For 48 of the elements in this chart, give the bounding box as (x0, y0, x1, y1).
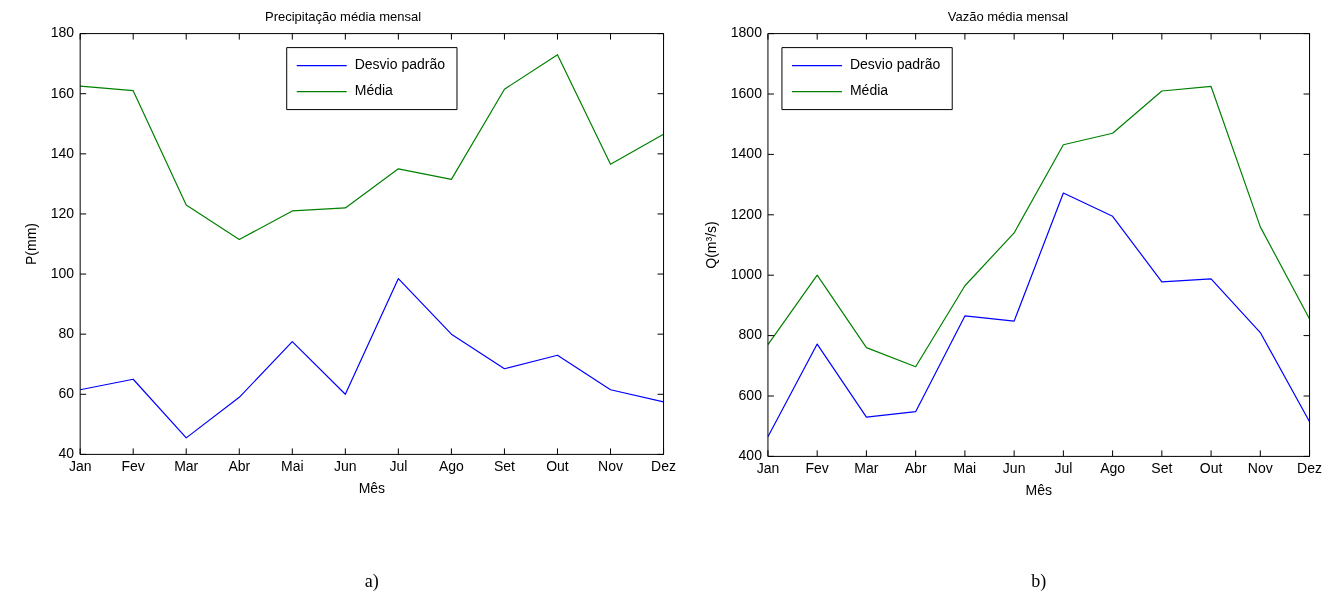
x-tick-label: Nov (598, 457, 623, 474)
x-tick-label: Set (1151, 459, 1173, 476)
x-tick-label: Out (546, 457, 569, 474)
x-tick-label: Nov (1247, 459, 1273, 476)
x-tick-label: Jul (1054, 459, 1073, 476)
x-tick-label: Ago (1100, 459, 1126, 476)
legend-label: Desvio padrão (354, 56, 446, 73)
y-tick-label: 1000 (730, 266, 763, 283)
text: b) (1031, 570, 1047, 592)
legend-label: Média (849, 82, 889, 99)
legend-label: Desvio padrão (849, 56, 941, 73)
x-tick-label: Out (1199, 459, 1223, 476)
legend-label: Média (354, 82, 394, 99)
x-tick-label: Dez (1297, 459, 1322, 476)
y-tick-label: 80 (58, 325, 75, 342)
x-tick-label: Mai (281, 457, 304, 474)
x-tick-label: Jul (389, 457, 408, 474)
y-tick-label: 180 (50, 24, 75, 41)
x-tick-label: Fev (121, 457, 145, 474)
y-axis-title: P(mm) (23, 223, 40, 265)
x-tick-label: Fev (805, 459, 829, 476)
x-tick-label: Mai (953, 459, 977, 476)
y-tick-label: 100 (50, 264, 75, 281)
y-tick-label: 1400 (730, 145, 763, 162)
y-tick-label: 120 (50, 204, 75, 221)
x-axis-title: Mês (1025, 482, 1052, 499)
y-tick-label: 1800 (730, 24, 763, 41)
chart-title: Precipitação média mensal (264, 9, 422, 25)
x-tick-label: Ago (438, 457, 465, 474)
x-tick-label: Jun (334, 457, 357, 474)
x-tick-label: Abr (904, 459, 927, 476)
y-tick-label: 1200 (730, 205, 763, 222)
x-tick-label: Set (493, 457, 516, 474)
x-tick-label: Mar (174, 457, 199, 474)
x-tick-label: Abr (228, 457, 251, 474)
y-tick-label: 60 (58, 385, 75, 402)
y-tick-label: 140 (50, 144, 75, 161)
y-tick-label: 800 (738, 326, 763, 343)
y-tick-label: 1600 (730, 84, 763, 101)
x-tick-label: Jun (1002, 459, 1026, 476)
chart-title: Vazão média mensal (947, 9, 1069, 25)
x-tick-label: Dez (651, 457, 676, 474)
y-tick-label: 160 (50, 84, 75, 101)
x-tick-label: Mar (854, 459, 879, 476)
text: a) (364, 570, 379, 592)
y-axis-title: Q(m³/s) (703, 221, 720, 269)
y-tick-label: 600 (738, 386, 763, 403)
x-axis-title: Mês (358, 480, 386, 497)
